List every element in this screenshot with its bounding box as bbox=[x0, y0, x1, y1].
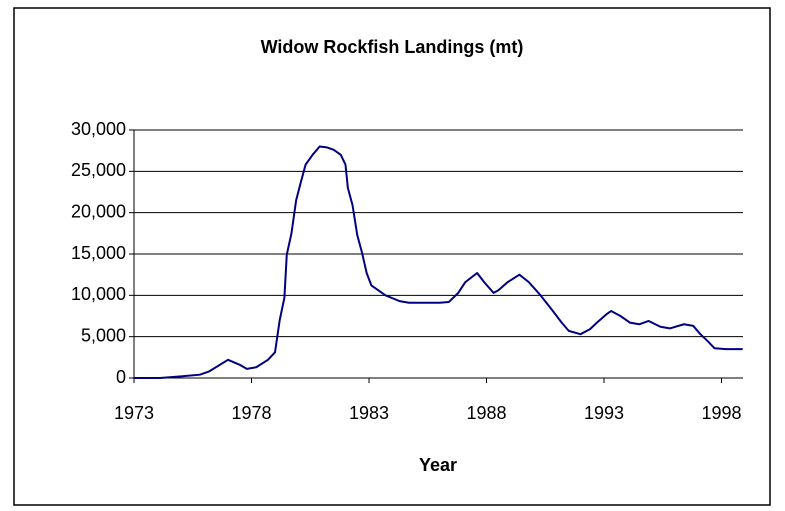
y-tick-label: 10,000 bbox=[71, 284, 126, 304]
chart-border bbox=[13, 7, 771, 506]
y-tick-label: 25,000 bbox=[71, 160, 126, 180]
y-tick-label: 0 bbox=[116, 367, 126, 387]
x-tick-label: 1998 bbox=[701, 403, 741, 423]
x-tick-label: 1978 bbox=[231, 403, 271, 423]
y-tick-label: 5,000 bbox=[81, 325, 126, 345]
x-tick-label: 1988 bbox=[466, 403, 506, 423]
chart-title: Widow Rockfish Landings (mt) bbox=[261, 37, 524, 57]
x-axis-label: Year bbox=[419, 455, 457, 475]
y-tick-label: 30,000 bbox=[71, 119, 126, 139]
x-tick-label: 1993 bbox=[584, 403, 624, 423]
x-tick-label: 1973 bbox=[114, 403, 154, 423]
y-tick-label: 20,000 bbox=[71, 201, 126, 221]
data-line bbox=[134, 145, 743, 379]
y-tick-label: 15,000 bbox=[71, 243, 126, 263]
x-tick-label: 1983 bbox=[349, 403, 389, 423]
